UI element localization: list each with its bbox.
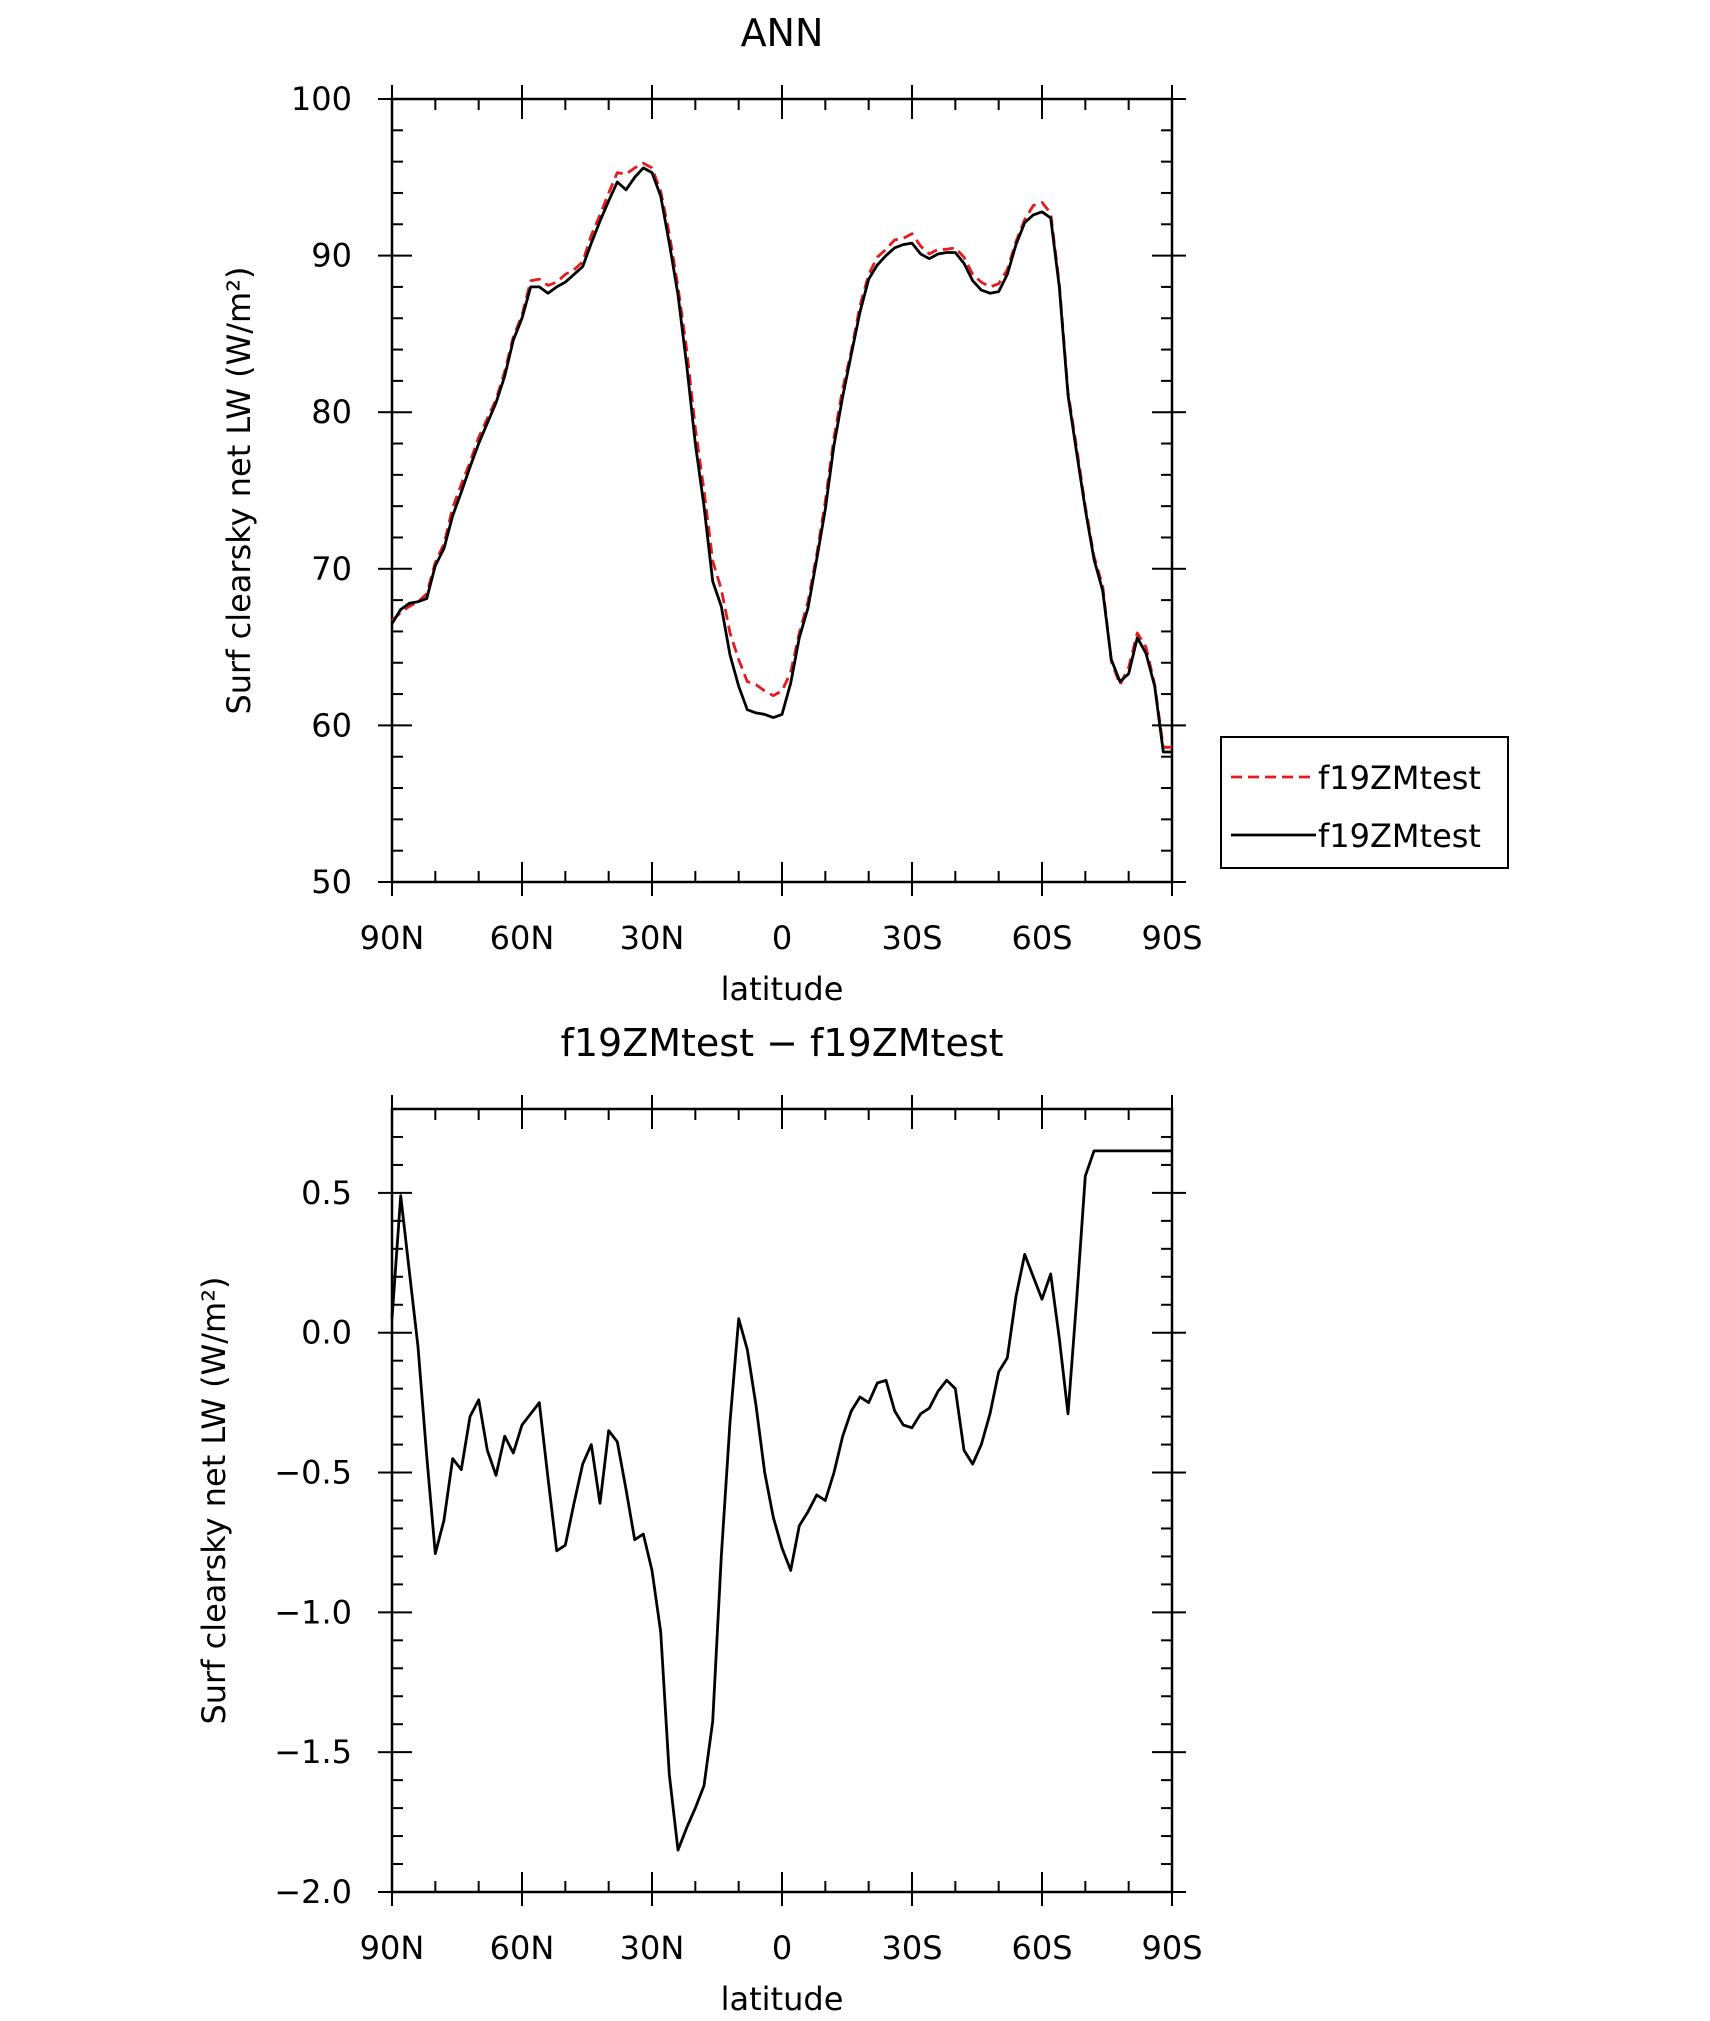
y-tick-label: −2.0 xyxy=(274,1873,352,1911)
x-tick-label: 0 xyxy=(772,1929,792,1967)
plot-frame xyxy=(390,1107,1174,1894)
y-tick-label: −0.5 xyxy=(274,1454,352,1492)
legend-box xyxy=(1220,736,1509,869)
x-tick-label: 60N xyxy=(490,919,555,957)
y-tick-label: 90 xyxy=(311,237,352,275)
y-axis-label: Surf clearsky net LW (W/m²) xyxy=(195,1276,233,1724)
legend: f19ZMtest f19ZMtest xyxy=(1220,736,1509,869)
x-tick-label: 30N xyxy=(620,919,685,957)
x-tick-label: 90S xyxy=(1141,919,1202,957)
y-tick-label: 100 xyxy=(291,80,352,118)
y-tick-label: −1.0 xyxy=(274,1593,352,1631)
x-tick-label: 0 xyxy=(772,919,792,957)
x-tick-label: 60N xyxy=(490,1929,555,1967)
x-tick-label: 90S xyxy=(1141,1929,1202,1967)
chart-title: f19ZMtest − f19ZMtest xyxy=(560,1021,1003,1065)
legend-label-2: f19ZMtest xyxy=(1318,817,1481,855)
x-tick-label: 60S xyxy=(1011,1929,1072,1967)
x-tick-label: 30S xyxy=(881,919,942,957)
y-tick-label: 70 xyxy=(311,550,352,588)
x-tick-label: 30S xyxy=(881,1929,942,1967)
plot-frame xyxy=(390,97,1174,884)
y-tick-label: 0.0 xyxy=(301,1314,352,1352)
x-tick-label: 90N xyxy=(360,919,425,957)
y-tick-label: 50 xyxy=(311,863,352,901)
chart-title: ANN xyxy=(741,11,824,55)
y-tick-label: 80 xyxy=(311,393,352,431)
chart-panel-2: 90N 60N 30N 0 30S 60S 90S −2.0 −1.5 −1.0 −0.5 0.0 0.… xyxy=(195,1021,1203,2018)
x-tick-label: 90N xyxy=(360,1929,425,1967)
chart-panel-1: 90N 60N 30N 0 30S 60S 90S 50 60 70 80 90 100 ANN latit… xyxy=(220,11,1509,1008)
y-tick-label: 60 xyxy=(311,706,352,744)
series-line-1 xyxy=(390,1149,1172,1852)
x-tick-label: 30N xyxy=(620,1929,685,1967)
series-line-1 xyxy=(391,161,1172,749)
y-tick-label: −1.5 xyxy=(274,1733,352,1771)
x-axis-label: latitude xyxy=(721,970,844,1008)
legend-label-1: f19ZMtest xyxy=(1318,759,1481,797)
x-axis-label: latitude xyxy=(721,1980,844,2018)
series-line-2 xyxy=(390,166,1172,754)
x-tick-label: 60S xyxy=(1011,919,1072,957)
y-tick-label: 0.5 xyxy=(301,1174,352,1212)
y-axis-label: Surf clearsky net LW (W/m²) xyxy=(220,266,258,714)
